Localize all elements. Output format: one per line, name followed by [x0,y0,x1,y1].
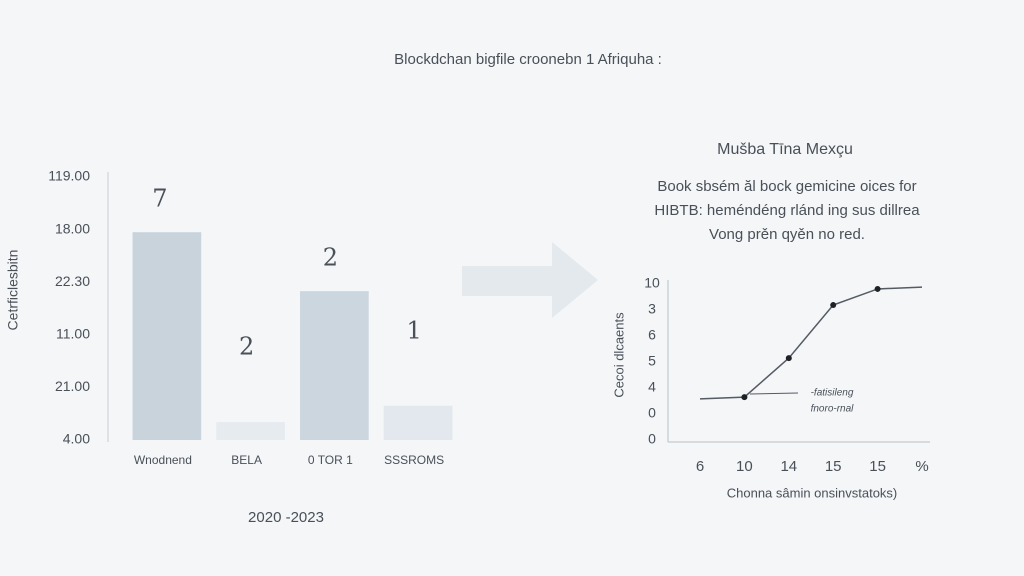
x-tick-label: 15 [825,458,842,475]
line [699,286,923,400]
point [741,394,748,401]
y-axis-label: Cetrficlesbitn [5,250,21,331]
y-tick-label: 10 [644,275,660,291]
annotation: fnoro-rnal [811,404,855,415]
y-tick-label: 21.00 [55,378,90,394]
bar [383,405,453,440]
x-tick-label: 0 TOR 1 [308,453,353,467]
page-title: Blockdchan bigfile croonebn 1 Afriquha : [394,51,662,68]
description: HIBTB: heméndéng rlánd ing sus dillrea [654,202,920,219]
x-tick-label: 14 [780,458,797,475]
y-tick-label: 22.30 [55,273,90,289]
bar [216,422,285,440]
y-tick-label: 4.00 [63,431,90,447]
bar-annotation: 2 [323,244,338,272]
y-tick-label: 5 [648,353,656,369]
y-tick-label: 0 [648,405,656,421]
y-axis-label: Cecoi dlcaents [611,312,626,398]
description: Book sbsém ăl bock gemicine oices for [657,178,916,195]
y-tick-label: 4 [648,379,656,395]
x-tick-label: BELA [231,453,262,467]
x-tick-label: Wnodnend [134,453,192,467]
x-tick-label: % [915,458,928,475]
y-tick-label: 6 [648,327,656,343]
point [785,355,792,362]
x-tick-label: SSSROMS [384,453,444,467]
y-tick-label: 11.00 [56,326,90,342]
x-axis-label: Chonna sâmin onsinvstatoks) [727,485,898,500]
annotation-leader [749,392,799,395]
y-tick-label: 18.00 [55,220,90,236]
point [874,285,881,292]
y-tick-label: 3 [648,301,656,317]
bar-annotation: 1 [406,316,421,344]
x-tick-label: 6 [696,458,704,475]
bar-annotation: 7 [152,185,167,213]
x-axis-label: 2020 -2023 [248,509,324,526]
bar [132,232,202,440]
description: Vong prěn qyěn no red. [709,226,865,243]
y-tick-label: 0 [648,431,656,447]
y-tick-label: 119.00 [48,168,90,184]
arrow [462,242,598,318]
annotation: -fatisileng [811,388,854,399]
x-tick-label: 15 [869,458,886,475]
bar-annotation: 2 [239,333,254,361]
point [830,302,837,309]
chart-title: Mušba Tīna Mexçu [717,141,853,158]
bar [300,291,369,440]
x-tick-label: 10 [736,458,753,475]
